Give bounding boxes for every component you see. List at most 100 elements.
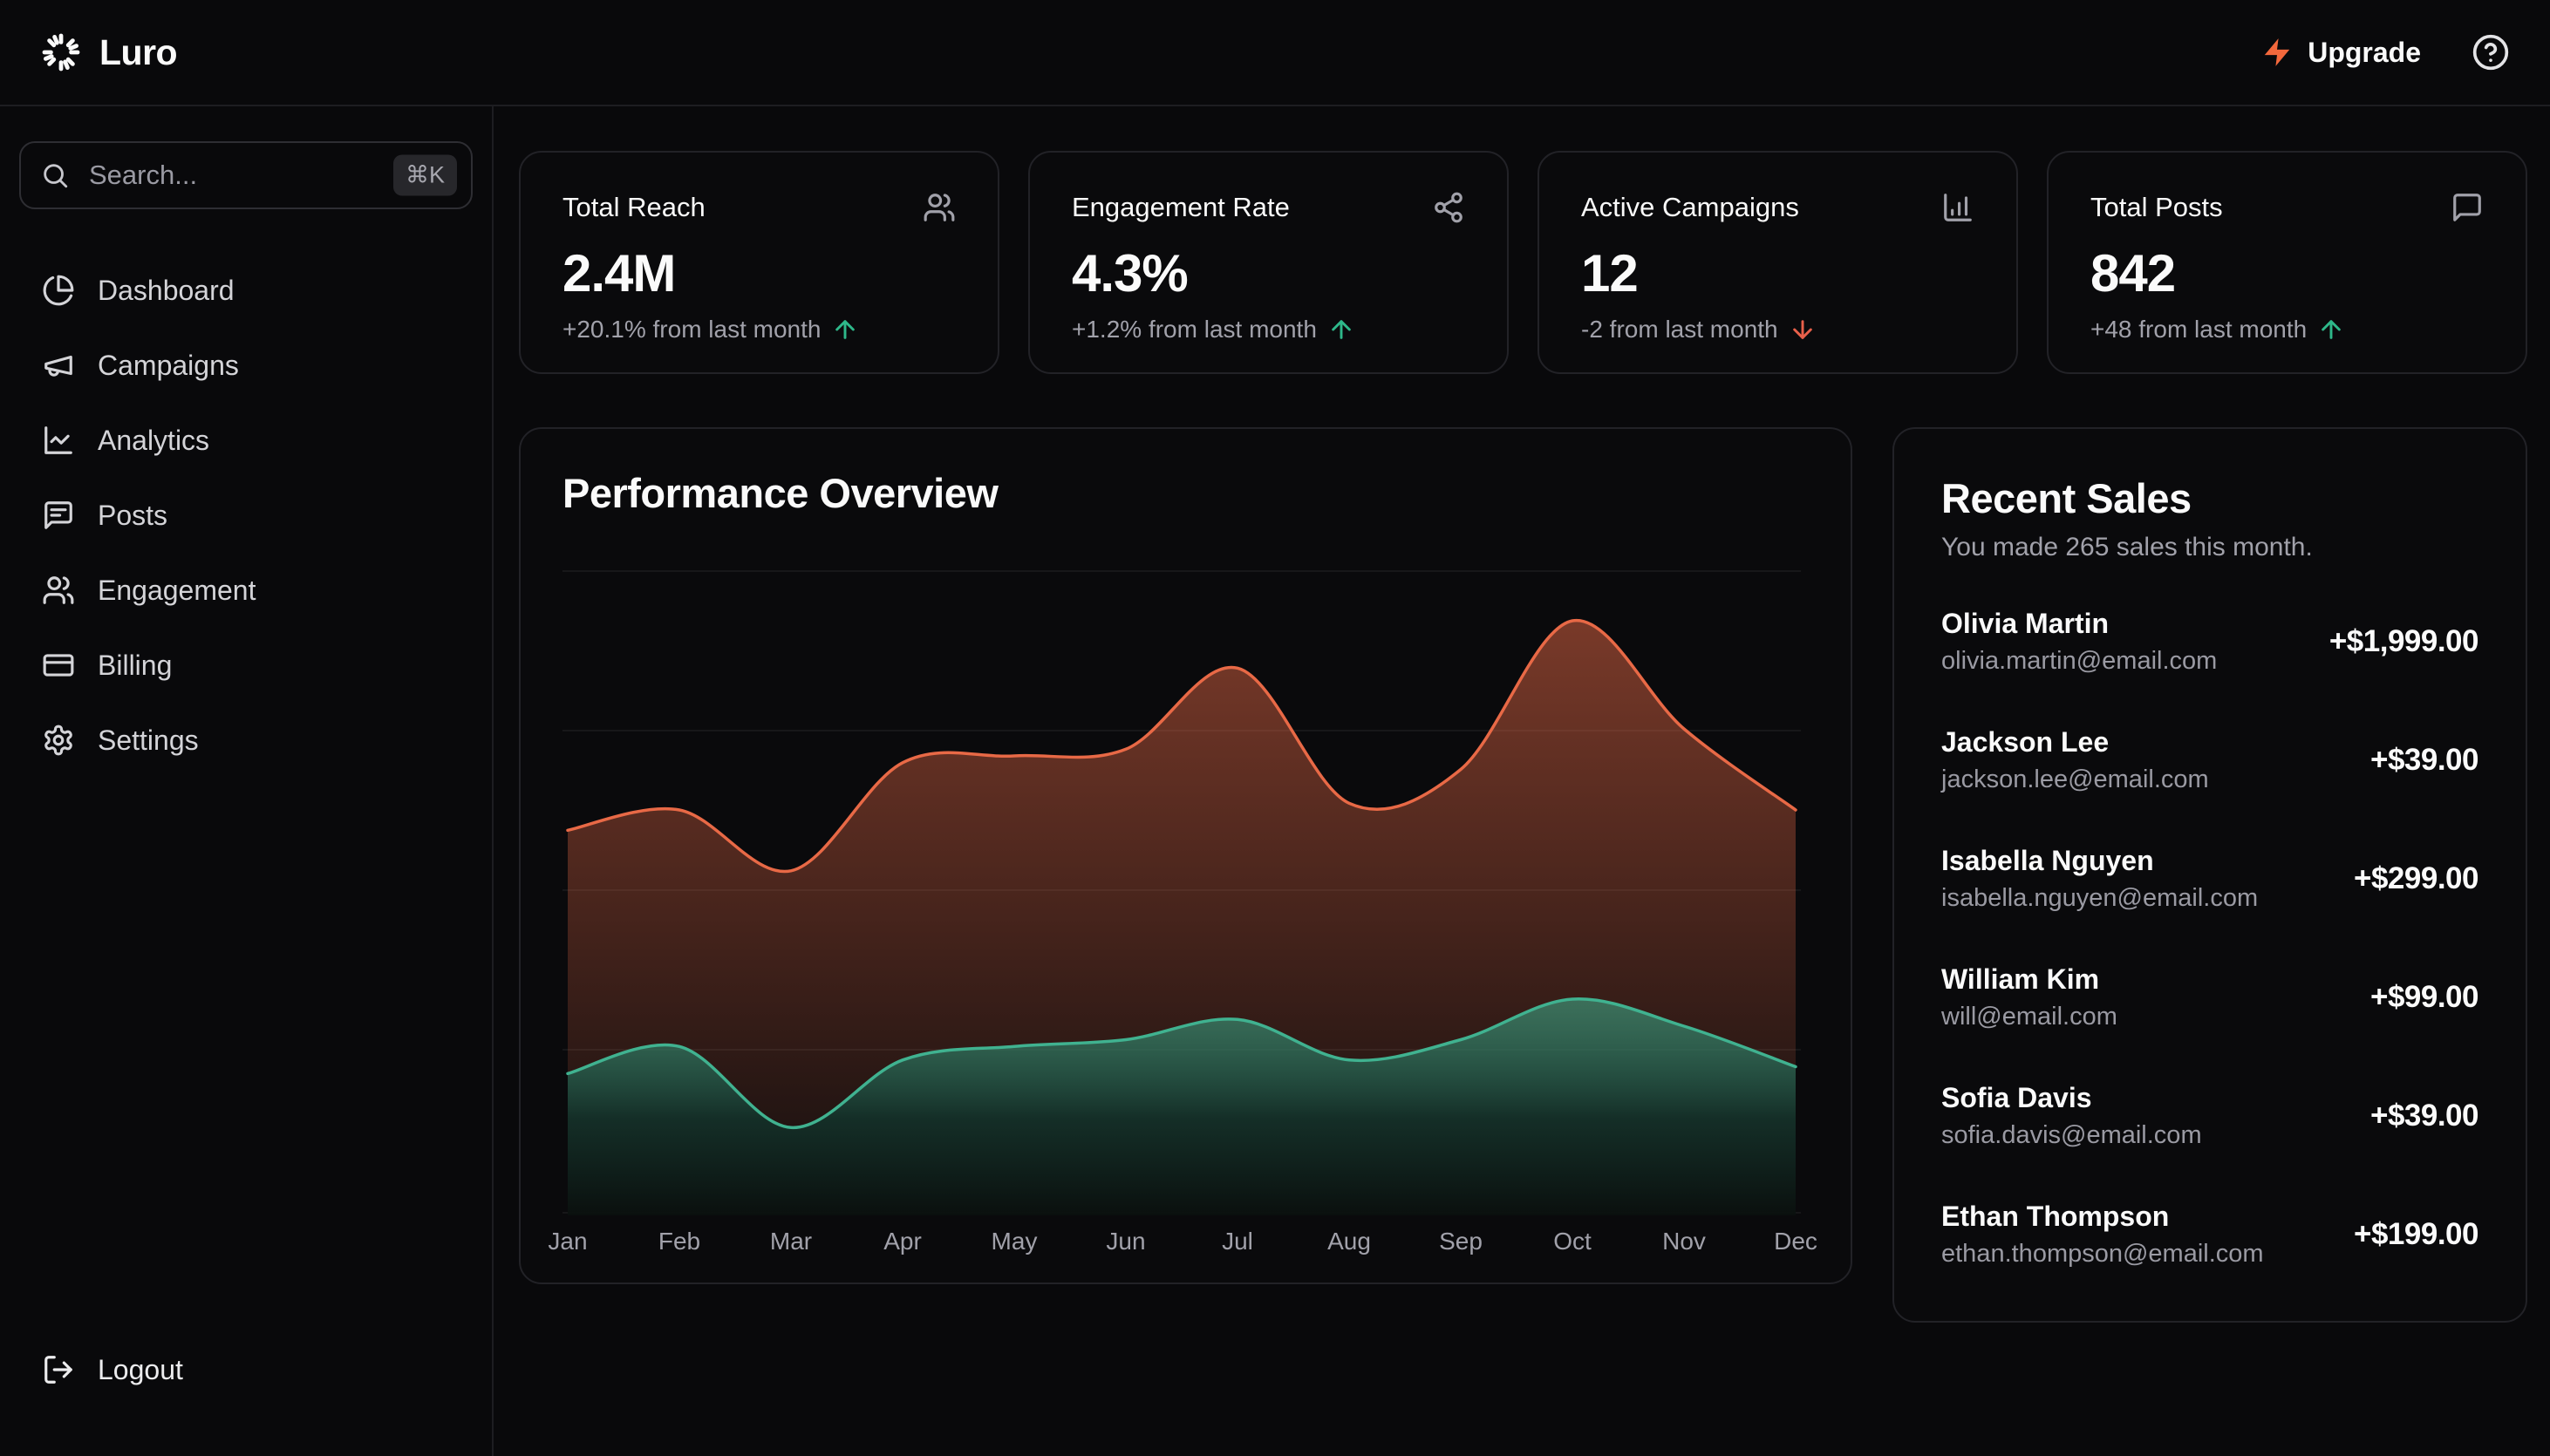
sale-amount: +$1,999.00 — [2329, 624, 2478, 659]
middle-row: Performance Overview JanFebMarAprMayJunJ… — [519, 427, 2527, 1323]
sale-amount: +$199.00 — [2354, 1217, 2478, 1252]
sidebar-item-label: Engagement — [98, 575, 256, 607]
line-chart-icon — [42, 424, 75, 457]
x-axis-tick: Jun — [1106, 1228, 1145, 1255]
sale-customer: Sofia Davis sofia.davis@email.com — [1941, 1082, 2202, 1150]
circle-question-icon — [2472, 33, 2510, 71]
sale-row: Isabella Nguyen isabella.nguyen@email.co… — [1941, 845, 2478, 913]
sidebar-item-label: Billing — [98, 650, 172, 682]
stat-title: Active Campaigns — [1581, 192, 1799, 223]
recent-sales-title: Recent Sales — [1941, 474, 2478, 522]
help-button[interactable] — [2472, 33, 2510, 71]
stat-value: 2.4M — [562, 243, 956, 303]
sale-name: William Kim — [1941, 963, 2117, 996]
logout-button[interactable]: Logout — [19, 1332, 473, 1407]
x-axis-tick: Nov — [1662, 1228, 1706, 1255]
sidebar-item-campaigns[interactable]: Campaigns — [19, 328, 473, 403]
users-icon — [42, 574, 75, 607]
stat-delta: -2 from last month — [1581, 316, 1974, 344]
stat-value: 12 — [1581, 243, 1974, 303]
sidebar-item-label: Campaigns — [98, 350, 239, 382]
bar-chart-icon — [1941, 191, 1974, 224]
brand-name: Luro — [99, 32, 177, 73]
stat-card-total-posts: Total Posts 842 +48 from last month — [2047, 151, 2527, 374]
sale-name: Ethan Thompson — [1941, 1201, 2264, 1233]
sale-email: sofia.davis@email.com — [1941, 1121, 2202, 1150]
gear-icon — [42, 724, 75, 757]
upgrade-button[interactable]: Upgrade — [2260, 36, 2421, 69]
stat-card-active-campaigns: Active Campaigns 12 -2 from last month — [1538, 151, 2018, 374]
page: Luro Upgrade — [0, 0, 2550, 1456]
sidebar-item-posts[interactable]: Posts — [19, 478, 473, 553]
upgrade-label: Upgrade — [2308, 37, 2421, 69]
sidebar-item-analytics[interactable]: Analytics — [19, 403, 473, 478]
x-axis-labels: JanFebMarAprMayJunJulAugSepOctNovDec — [562, 1228, 1801, 1264]
search-box: ⌘K — [19, 141, 473, 209]
sidebar-item-settings[interactable]: Settings — [19, 703, 473, 778]
x-axis-tick: Oct — [1553, 1228, 1592, 1255]
sale-email: isabella.nguyen@email.com — [1941, 884, 2258, 913]
performance-chart: JanFebMarAprMayJunJulAugSepOctNovDec — [562, 540, 1809, 1264]
stat-delta-text: +1.2% from last month — [1072, 316, 1317, 344]
share-nodes-icon — [1432, 191, 1465, 224]
logout-label: Logout — [98, 1354, 183, 1386]
sale-email: jackson.lee@email.com — [1941, 765, 2209, 794]
sale-name: Sofia Davis — [1941, 1082, 2202, 1114]
sale-customer: Jackson Lee jackson.lee@email.com — [1941, 726, 2209, 794]
x-axis-tick: Mar — [770, 1228, 812, 1255]
stat-delta: +20.1% from last month — [562, 316, 956, 344]
sidebar-item-billing[interactable]: Billing — [19, 628, 473, 703]
performance-title: Performance Overview — [562, 469, 1809, 517]
sale-customer: Ethan Thompson ethan.thompson@email.com — [1941, 1201, 2264, 1269]
logo-sunburst-icon — [40, 31, 82, 73]
sale-name: Isabella Nguyen — [1941, 845, 2258, 877]
stat-value: 4.3% — [1072, 243, 1465, 303]
sale-customer: Isabella Nguyen isabella.nguyen@email.co… — [1941, 845, 2258, 913]
sidebar-nav: Dashboard Campaigns Analytics — [19, 253, 473, 778]
sidebar-item-label: Settings — [98, 725, 199, 757]
main-content: Total Reach 2.4M +20.1% from last month — [494, 106, 2550, 1456]
performance-overview-card: Performance Overview JanFebMarAprMayJunJ… — [519, 427, 1852, 1284]
sale-email: ethan.thompson@email.com — [1941, 1240, 2264, 1269]
arrow-down-icon — [1789, 316, 1817, 344]
stat-delta: +1.2% from last month — [1072, 316, 1465, 344]
stat-title: Total Reach — [562, 192, 706, 223]
stat-card-engagement-rate: Engagement Rate 4.3% +1.2% from last mon… — [1028, 151, 1509, 374]
sale-email: will@email.com — [1941, 1003, 2117, 1031]
sidebar: ⌘K Dashboard Campaigns — [0, 106, 494, 1456]
sale-row: Olivia Martin olivia.martin@email.com +$… — [1941, 608, 2478, 676]
sale-customer: William Kim will@email.com — [1941, 963, 2117, 1031]
stat-value: 842 — [2090, 243, 2484, 303]
sidebar-item-label: Analytics — [98, 425, 209, 457]
recent-sales-subtitle: You made 265 sales this month. — [1941, 533, 2478, 562]
stat-card-total-reach: Total Reach 2.4M +20.1% from last month — [519, 151, 999, 374]
arrow-up-icon — [1327, 316, 1355, 344]
search-icon — [40, 160, 70, 190]
top-bar: Luro Upgrade — [0, 0, 2550, 106]
content: ⌘K Dashboard Campaigns — [0, 106, 2550, 1456]
sale-name: Olivia Martin — [1941, 608, 2217, 640]
sales-list: Olivia Martin olivia.martin@email.com +$… — [1941, 608, 2478, 1269]
stat-delta-text: +48 from last month — [2090, 316, 2307, 344]
stat-delta-text: +20.1% from last month — [562, 316, 821, 344]
sale-row: Ethan Thompson ethan.thompson@email.com … — [1941, 1201, 2478, 1269]
sidebar-item-dashboard[interactable]: Dashboard — [19, 253, 473, 328]
users-icon — [923, 191, 956, 224]
performance-area-chart — [562, 540, 1801, 1215]
lightning-bolt-icon — [2260, 36, 2294, 69]
message-square-icon — [2451, 191, 2484, 224]
sale-customer: Olivia Martin olivia.martin@email.com — [1941, 608, 2217, 676]
x-axis-tick: Feb — [658, 1228, 700, 1255]
sale-row: Sofia Davis sofia.davis@email.com +$39.0… — [1941, 1082, 2478, 1150]
message-square-text-icon — [42, 499, 75, 532]
sidebar-item-engagement[interactable]: Engagement — [19, 553, 473, 628]
arrow-up-icon — [2317, 316, 2345, 344]
sale-amount: +$39.00 — [2370, 743, 2478, 778]
stat-title: Total Posts — [2090, 192, 2223, 223]
sale-name: Jackson Lee — [1941, 726, 2209, 759]
recent-sales-card: Recent Sales You made 265 sales this mon… — [1892, 427, 2527, 1323]
x-axis-tick: Aug — [1327, 1228, 1371, 1255]
sale-amount: +$99.00 — [2370, 980, 2478, 1015]
sidebar-item-label: Dashboard — [98, 275, 235, 307]
x-axis-tick: Jul — [1222, 1228, 1253, 1255]
